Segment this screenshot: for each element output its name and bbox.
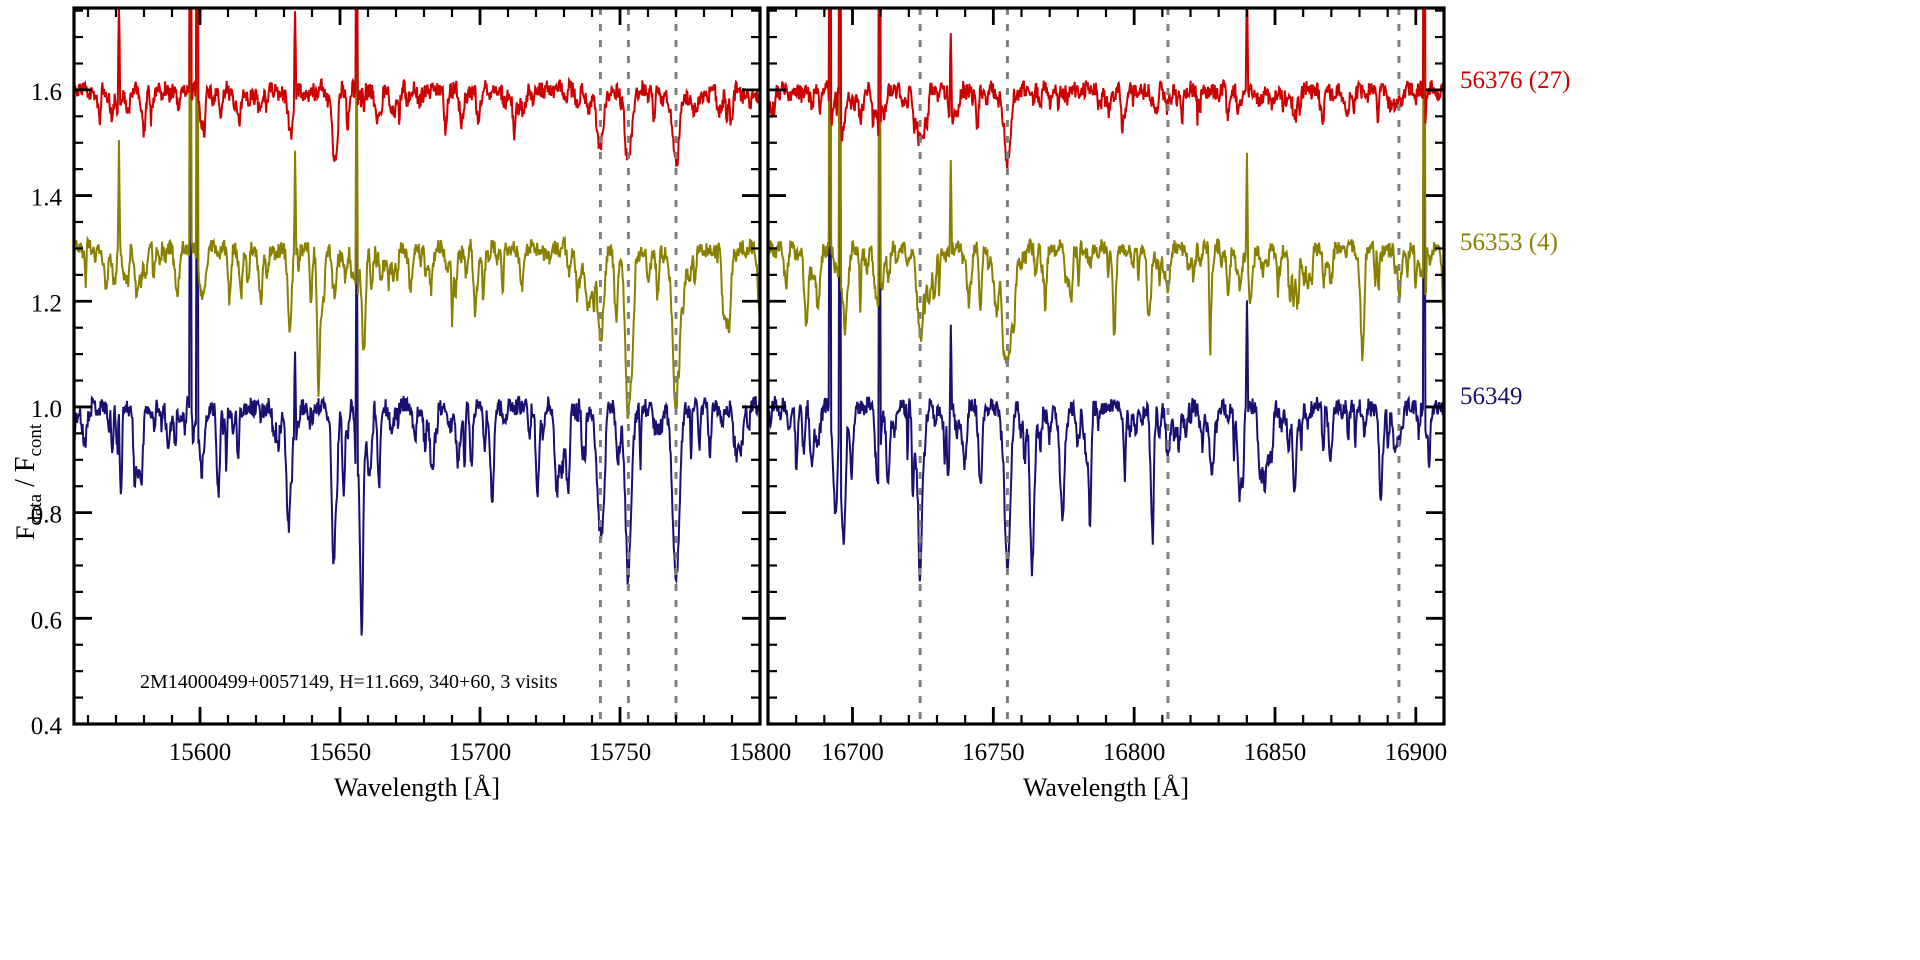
y-tick-label: 0.4 bbox=[31, 713, 63, 740]
spectrum-trace-red-left bbox=[74, 8, 760, 167]
spectrum-trace-blue-right bbox=[768, 8, 1444, 582]
y-axis-title-sub-cont: cont bbox=[25, 423, 44, 456]
epoch-legend: 56376 (27) 56353 (4) 56349 bbox=[1460, 67, 1570, 410]
left-panel-x-tick-label: 15600 bbox=[169, 739, 232, 766]
right-panel-x-tick-label: 16850 bbox=[1244, 739, 1307, 766]
left-panel-x-axis-title: Wavelength [Å] bbox=[334, 773, 500, 802]
left-panel-frame bbox=[72, 6, 762, 726]
spectrum-trace-olive-right bbox=[768, 8, 1444, 365]
epoch-label-0: 56376 (27) bbox=[1460, 67, 1570, 94]
left-panel-x-tick-label: 15750 bbox=[589, 739, 652, 766]
y-tick-label: 1.2 bbox=[31, 290, 62, 317]
target-annotation: 2M14000499+0057149, H=11.669, 340+60, 3 … bbox=[140, 671, 558, 693]
y-tick-label: 0.6 bbox=[31, 607, 62, 634]
right-panel-x-tick-label: 16700 bbox=[821, 739, 884, 766]
y-tick-label: 0.8 bbox=[31, 502, 62, 529]
right-panel-x-tick-label: 16750 bbox=[962, 739, 1025, 766]
spectrum-trace-olive-left bbox=[74, 8, 760, 420]
left-panel-x-tick-label: 15700 bbox=[449, 739, 512, 766]
spectrum-trace-red-right bbox=[768, 8, 1444, 174]
y-axis-title-mid: / F bbox=[10, 457, 41, 494]
spectra-traces bbox=[74, 8, 1444, 636]
y-axis-title-f1: F bbox=[11, 526, 40, 540]
left-panel-x-ticks: 15600 15650 15700 15750 15800 Wavelength [Å] bbox=[86, 8, 792, 802]
svg-text:Fdata / Fcont: Fdata / Fcont bbox=[10, 423, 44, 540]
y-ticks: 0.4 0.6 0.8 1.0 1.2 1.4 1.6 bbox=[31, 9, 1444, 740]
right-panel-x-tick-label: 16800 bbox=[1103, 739, 1166, 766]
left-panel-x-tick-label: 15650 bbox=[309, 739, 372, 766]
y-tick-label: 1.0 bbox=[31, 396, 62, 423]
y-axis-title-sub-data: data bbox=[25, 493, 44, 525]
y-axis-title: Fdata / Fcont bbox=[4, 250, 46, 550]
epoch-label-2: 56349 bbox=[1460, 383, 1523, 410]
right-panel-x-ticks: 16700 16750 16800 16850 16900 Wavelength [Å] bbox=[795, 8, 1448, 802]
right-panel-x-tick-label: 16900 bbox=[1385, 739, 1448, 766]
y-tick-label: 1.6 bbox=[31, 79, 62, 106]
left-panel-x-tick-label: 15800 bbox=[729, 739, 792, 766]
right-panel-x-axis-title: Wavelength [Å] bbox=[1023, 773, 1189, 802]
epoch-label-1: 56353 (4) bbox=[1460, 229, 1558, 256]
spectrum-trace-blue-left bbox=[74, 8, 760, 636]
y-tick-label: 1.4 bbox=[31, 185, 63, 212]
